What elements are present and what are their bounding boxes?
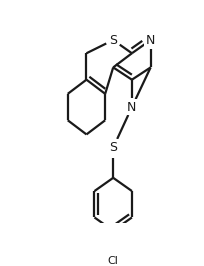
- Text: S: S: [109, 141, 117, 154]
- Text: N: N: [127, 101, 136, 114]
- Text: Cl: Cl: [107, 256, 118, 266]
- Text: S: S: [109, 34, 117, 47]
- Text: N: N: [145, 34, 155, 47]
